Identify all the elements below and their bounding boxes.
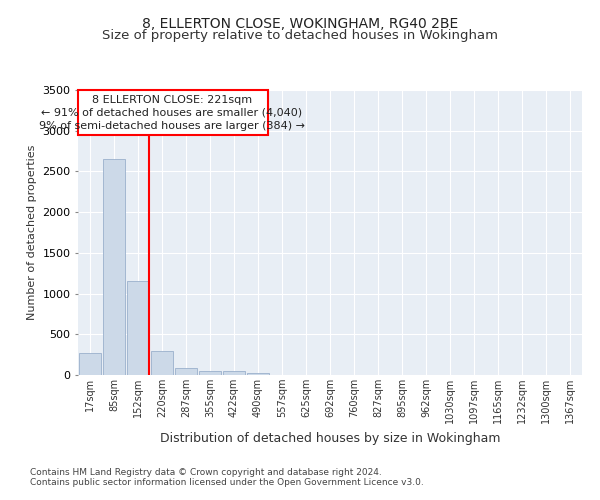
Bar — [103, 159, 125, 375]
Bar — [175, 368, 197, 375]
FancyBboxPatch shape — [78, 90, 268, 135]
Text: 8, ELLERTON CLOSE, WOKINGHAM, RG40 2BE: 8, ELLERTON CLOSE, WOKINGHAM, RG40 2BE — [142, 18, 458, 32]
Text: 8 ELLERTON CLOSE: 221sqm
← 91% of detached houses are smaller (4,040)
9% of semi: 8 ELLERTON CLOSE: 221sqm ← 91% of detach… — [38, 94, 305, 131]
Text: Size of property relative to detached houses in Wokingham: Size of property relative to detached ho… — [102, 29, 498, 42]
Bar — [79, 353, 101, 375]
Bar — [151, 352, 173, 375]
X-axis label: Distribution of detached houses by size in Wokingham: Distribution of detached houses by size … — [160, 432, 500, 444]
Text: Contains HM Land Registry data © Crown copyright and database right 2024.
Contai: Contains HM Land Registry data © Crown c… — [30, 468, 424, 487]
Bar — [127, 282, 149, 375]
Bar — [247, 372, 269, 375]
Bar — [199, 370, 221, 375]
Y-axis label: Number of detached properties: Number of detached properties — [26, 145, 37, 320]
Bar — [223, 371, 245, 375]
